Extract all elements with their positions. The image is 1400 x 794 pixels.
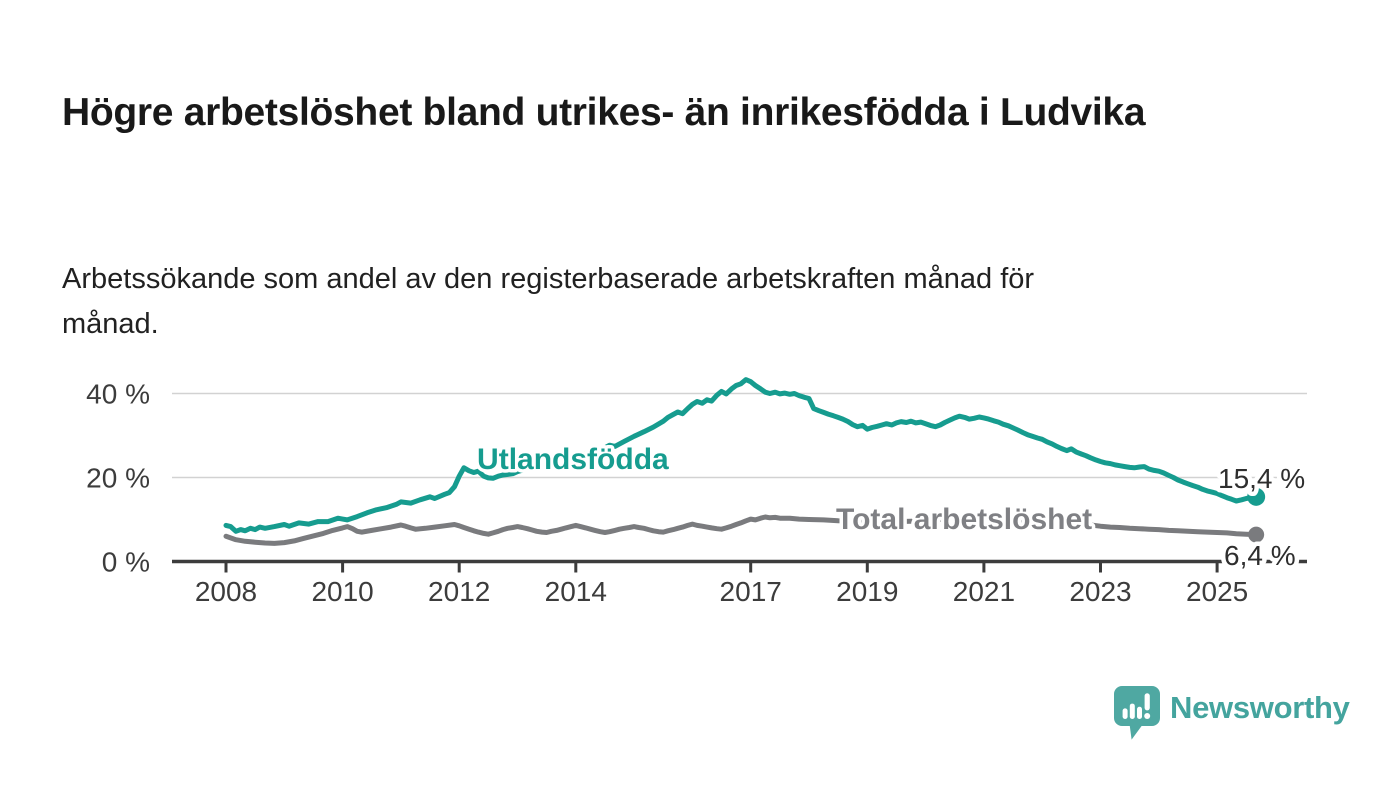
x-tick-label: 2017 [720, 576, 782, 607]
newsworthy-logo: Newsworthy [1114, 686, 1350, 740]
page-title: Högre arbetslöshet bland utrikes- än inr… [62, 91, 1146, 135]
y-tick-label: 0 % [102, 547, 150, 578]
series-label: Utlandsfödda [477, 443, 669, 476]
y-tick-label: 40 % [86, 379, 150, 410]
series-end-dot [1247, 487, 1266, 506]
x-tick-label: 2010 [311, 576, 373, 607]
chart-subtitle: Arbetssökande som andel av den registerb… [62, 263, 1035, 340]
series-line-utlandsf-dda [223, 377, 1259, 534]
y-tick-label: 20 % [86, 463, 150, 494]
logo-text: Newsworthy [1170, 690, 1350, 725]
x-tick-label: 2019 [836, 576, 898, 607]
x-tick-label: 2025 [1186, 576, 1248, 607]
series-end-value-label: 6,4 % [1224, 540, 1296, 571]
series-end-dot [1248, 526, 1265, 543]
x-tick-label: 2012 [428, 576, 490, 607]
x-tick-label: 2023 [1069, 576, 1131, 607]
series-label: Total arbetslöshet [836, 503, 1092, 536]
x-tick-label: 2021 [953, 576, 1015, 607]
series-end-value-label: 15,4 % [1218, 463, 1305, 494]
x-tick-label: 2008 [195, 576, 257, 607]
x-tick-label: 2014 [545, 576, 607, 607]
bar-chart-speech-bubble-icon [1114, 686, 1160, 740]
series-line-total-arbetsl-shet [223, 514, 1259, 546]
